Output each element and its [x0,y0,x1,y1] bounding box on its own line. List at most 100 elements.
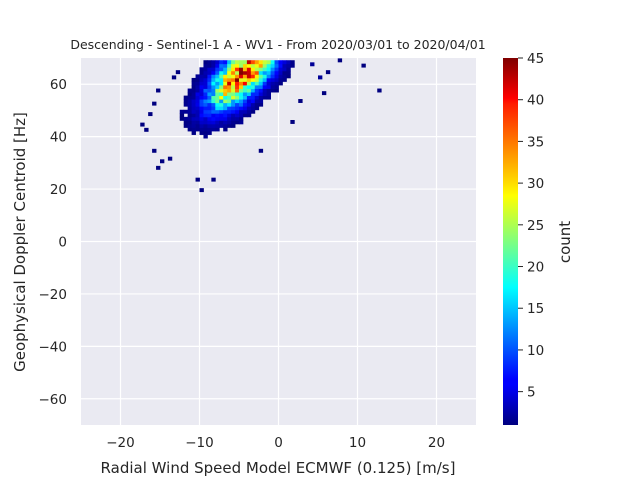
heatmap-cell [254,81,260,86]
heatmap-cell [171,75,177,80]
heatmap-cell [203,63,208,68]
heatmap-cell [223,92,228,97]
heatmap-cell [258,88,264,93]
heatmap-cell [191,92,196,97]
heatmap-cell [203,120,208,125]
y-tick-label: 20 [50,182,67,198]
heatmap-cell [266,92,271,97]
heatmap-cell [254,70,260,75]
y-axis-label: Geophysical Doppler Centroid [Hz] [11,112,29,372]
heatmap-cell [227,74,232,79]
heatmap-cells [140,58,382,193]
heatmap-cell [167,156,173,161]
heatmap-cell [199,120,204,125]
heatmap-cell [266,60,271,65]
heatmap-cell [219,74,224,79]
heatmap-cell [282,63,287,68]
heatmap-cell [239,63,244,68]
heatmap-cell [203,134,208,139]
heatmap-cell [183,102,189,107]
heatmap-cell [219,67,224,72]
heatmap-cell [231,63,236,68]
heatmap-cell [203,85,208,89]
heatmap-cell [250,92,256,97]
heatmap-cell [286,70,291,75]
heatmap-cell [227,116,232,121]
heatmap-cell [242,77,248,82]
heatmap-cell [235,99,240,104]
heatmap-cell [215,127,220,132]
heatmap-cell [262,67,268,72]
heatmap-cell [199,70,204,75]
heatmap-cell [239,120,244,125]
heatmap-cell [187,116,192,121]
heatmap-cell [223,67,228,72]
heatmap-cell [187,102,192,107]
heatmap-cell [199,67,204,72]
heatmap-cell [250,77,256,82]
heatmap-cell [183,123,189,128]
heatmap-cell [242,95,248,100]
heatmap-cell [195,106,200,111]
heatmap-cell [215,81,220,86]
heatmap-cell [215,85,220,89]
colorbar [503,58,518,425]
heatmap-cell [270,67,275,72]
heatmap-cell [211,63,216,68]
heatmap-cell [250,67,256,72]
heatmap-cell [227,85,232,89]
colorbar-ticks: 5 10 15 20 25 30 35 40 45 [518,51,544,401]
heatmap-cell [211,116,216,121]
heatmap-cell [282,60,287,65]
heatmap-cell [183,109,189,114]
heatmap-cell [231,70,236,75]
heatmap-cell [156,165,161,170]
heatmap-cell [203,106,208,111]
heatmap-cell [242,63,248,68]
heatmap-cell [211,70,216,75]
heatmap-cell [290,119,295,124]
heatmap-cell [191,85,196,89]
heatmap-cell [250,81,256,86]
heatmap-cell [231,116,236,121]
chart-title: Descending - Sentinel-1 A - WV1 - From 2… [70,37,485,52]
heatmap-cell [246,88,252,93]
heatmap-cell [211,81,216,86]
heatmap-cell [266,63,271,68]
heatmap-cell [223,106,228,111]
heatmap-cell [207,60,212,65]
heatmap-cell [211,60,216,65]
heatmap-cell [215,116,220,121]
heatmap-cell [239,99,244,104]
heatmap-cell [215,95,220,100]
heatmap-cell [227,70,232,75]
heatmap-cell [286,74,291,79]
heatmap-cell [270,74,275,79]
heatmap-cell [250,63,256,68]
heatmap-cell [187,127,192,132]
heatmap-cell [215,60,220,65]
heatmap-cell [235,106,240,111]
heatmap-cell [282,77,287,82]
heatmap-cell [187,109,192,114]
heatmap-cell [215,123,220,128]
heatmap-cell [250,85,256,89]
heatmap-cell [223,120,228,125]
heatmap-cell [219,85,224,89]
heatmap-cell [203,70,208,75]
heatmap-cell [239,116,244,121]
heatmap-cell [211,102,216,107]
colorbar-label: count [556,221,574,263]
heatmap-cell [227,81,232,86]
heatmap-cell [211,177,216,182]
heatmap-cell [258,74,264,79]
heatmap-cell [207,106,212,111]
heatmap-cell [195,102,200,107]
heatmap-cell [207,85,212,89]
heatmap-cell [207,109,212,114]
heatmap-cell [246,77,252,82]
heatmap-cell [258,60,264,65]
heatmap-cell [187,123,192,128]
heatmap-cell [227,92,232,97]
heatmap-cell [227,63,232,68]
